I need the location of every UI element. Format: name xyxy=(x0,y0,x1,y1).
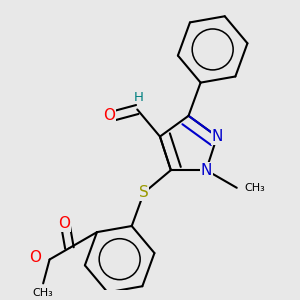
Text: CH₃: CH₃ xyxy=(245,183,266,193)
Text: O: O xyxy=(29,250,41,266)
Text: N: N xyxy=(200,163,212,178)
Text: O: O xyxy=(58,216,70,231)
Text: N: N xyxy=(212,129,223,144)
Text: S: S xyxy=(139,185,149,200)
Text: H: H xyxy=(134,91,144,104)
Text: CH₃: CH₃ xyxy=(33,288,53,298)
Text: O: O xyxy=(103,108,115,123)
